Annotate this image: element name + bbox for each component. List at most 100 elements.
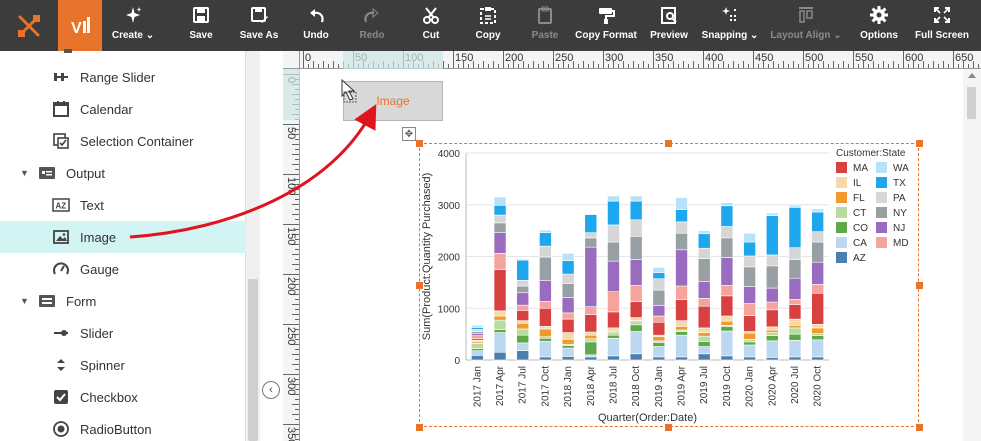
toolbar-save-as-button[interactable]: Save As: [237, 0, 281, 51]
toolbar-save-button[interactable]: Save: [182, 0, 220, 51]
ruler-tick: [295, 289, 299, 290]
bar-segment: [697, 353, 711, 361]
ruler-tick: [818, 64, 819, 68]
canvas-scrollbar[interactable]: [963, 69, 981, 441]
ruler-tick: [883, 61, 884, 68]
ruler-tick: [468, 64, 469, 68]
bar-segment: [788, 333, 802, 341]
y-tick-label: 4000: [438, 149, 461, 160]
bar-segment: [629, 195, 643, 202]
ruler-tick: [453, 51, 454, 68]
bar-segment: [471, 331, 484, 334]
resize-handle-n[interactable]: [665, 140, 672, 147]
toolbar-button-label: Options: [860, 30, 898, 41]
legend-label: CO: [853, 223, 868, 234]
legend-swatch: [836, 252, 847, 263]
legend-swatch: [876, 192, 887, 203]
toolbar-create-button[interactable]: Create ⌄: [103, 0, 163, 51]
panel-item-text[interactable]: AZ Text: [0, 189, 246, 221]
sparkle-icon: [123, 0, 143, 30]
ruler-tick: [295, 369, 299, 370]
bar-segment: [629, 259, 643, 286]
ruler-tick: [295, 359, 299, 360]
scrolled-item-remnant: [64, 49, 72, 53]
toolbar-options-button[interactable]: Options: [857, 0, 901, 51]
ruler-tick: [948, 64, 949, 68]
resize-handle-nw[interactable]: [416, 140, 423, 147]
bar-segment: [811, 284, 824, 294]
bar-segment: [652, 272, 666, 280]
caret-down-icon[interactable]: ▼: [20, 168, 29, 178]
panel-item-spinner[interactable]: Spinner: [0, 349, 246, 381]
resize-handle-e[interactable]: [916, 282, 923, 289]
toolbar-copy-format-button[interactable]: Copy Format: [572, 0, 640, 51]
resize-handle-ne[interactable]: [916, 140, 923, 147]
toolbar-button-label: Copy: [475, 30, 501, 41]
collapse-panel-button[interactable]: ‹: [262, 381, 280, 399]
resize-handle-w[interactable]: [416, 282, 423, 289]
toolbar-undo-button[interactable]: Undo: [298, 0, 334, 51]
bar-segment: [584, 232, 598, 239]
toolbar-layout-align-button[interactable]: Layout Align ⌄: [768, 0, 844, 51]
app-logo[interactable]: [0, 0, 58, 51]
toolbar-snapping-button[interactable]: Snapping ⌄: [696, 0, 764, 51]
toolbar-paste-button[interactable]: Paste: [525, 0, 565, 51]
panel-item-checkbox[interactable]: Checkbox: [0, 381, 246, 413]
legend-label: FL: [853, 193, 865, 204]
ruler-tick: [493, 61, 494, 68]
legend-title: Customer:State: [836, 148, 906, 159]
ruler-tick: [723, 61, 724, 68]
ruler-tick: [833, 61, 834, 68]
toolbar-copy-button[interactable]: Copy: [468, 0, 508, 51]
move-handle-icon[interactable]: ✥: [402, 127, 416, 141]
bar-segment: [584, 334, 598, 340]
bar-segment: [561, 318, 575, 333]
ruler-tick: [292, 244, 299, 245]
category-form[interactable]: ▼ Form: [0, 285, 246, 317]
bar-segment: [697, 327, 711, 333]
ruler-tick: [573, 61, 574, 68]
toolbar-button-label: Save As: [239, 30, 279, 41]
resize-handle-se[interactable]: [916, 424, 923, 431]
canvas-scroll-thumb[interactable]: [967, 87, 976, 119]
bar-segment: [765, 215, 779, 256]
bar-segment: [539, 326, 552, 330]
bar-segment: [493, 204, 507, 216]
panel-item-radiobutton[interactable]: RadioButton: [0, 413, 246, 441]
bar-segment: [516, 350, 530, 361]
category-output[interactable]: ▼ Output: [0, 157, 246, 189]
toolbar-full-screen-button[interactable]: Full Screen: [912, 0, 972, 51]
resize-handle-s[interactable]: [665, 424, 672, 431]
bar-segment: [629, 317, 643, 321]
legend-label: PA: [893, 193, 906, 204]
legend-label: AZ: [853, 253, 866, 264]
save-icon: [191, 0, 211, 30]
panel-item-slider[interactable]: Slider: [0, 317, 246, 349]
panel-item-calendar[interactable]: Calendar: [0, 93, 246, 125]
panel-scroll-thumb[interactable]: [248, 279, 258, 441]
toolbar-cut-button[interactable]: Cut: [412, 0, 450, 51]
resize-handle-sw[interactable]: [416, 424, 423, 431]
designer-mode-logo[interactable]: V: [58, 0, 102, 51]
bar-segment: [743, 315, 756, 332]
ruler-tick: [653, 51, 654, 68]
y-tick-label: 2000: [438, 253, 461, 264]
selection-container-icon: [52, 132, 70, 150]
bar-segment: [561, 297, 575, 314]
ruler-tick: [628, 64, 629, 68]
x-tick-label: 2018 Jan: [563, 366, 574, 407]
caret-down-icon[interactable]: ▼: [20, 296, 29, 306]
x-tick-label: 2020 Jan: [745, 366, 756, 407]
ruler-tick: [743, 61, 744, 68]
bar-segment: [629, 301, 643, 318]
panel-item-label: Image: [80, 229, 117, 245]
bar-segment: [471, 335, 484, 340]
toolbar-redo-button[interactable]: Redo: [356, 0, 388, 51]
scroll-up-icon[interactable]: [968, 73, 976, 78]
panel-item-range-slider[interactable]: Range Slider: [0, 61, 246, 93]
ruler-tick: [918, 64, 919, 68]
toolbar-preview-button[interactable]: Preview: [646, 0, 692, 51]
image-icon: [52, 228, 70, 246]
panel-item-gauge[interactable]: Gauge: [0, 253, 246, 285]
